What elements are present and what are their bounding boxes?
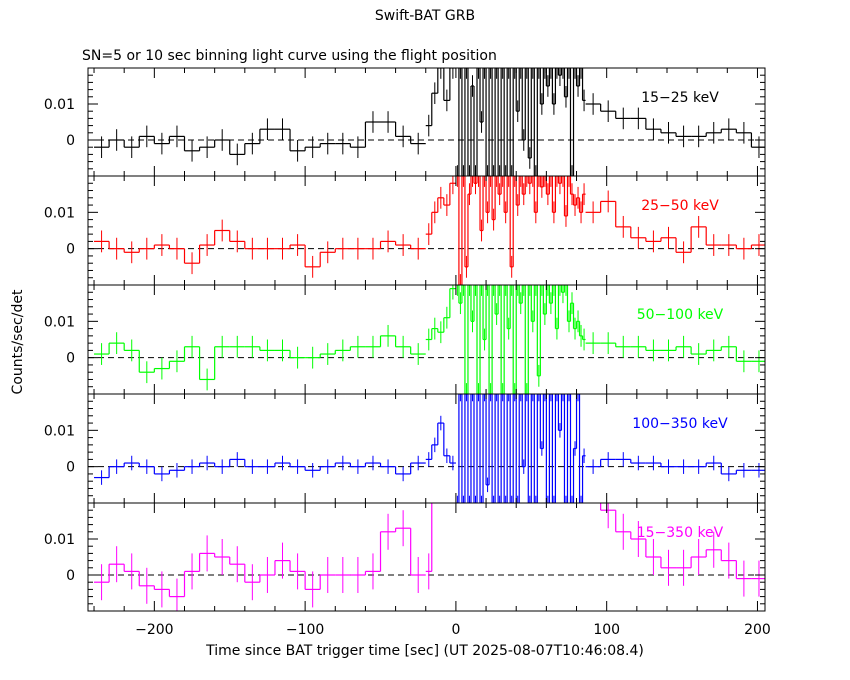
chart-title: Swift-BAT GRB bbox=[375, 8, 475, 24]
y-tick-label: 0.01 bbox=[44, 314, 75, 330]
y-tick-label: 0 bbox=[66, 133, 75, 149]
energy-band-label: 15−350 keV bbox=[637, 525, 724, 541]
y-tick-label: 0.01 bbox=[44, 532, 75, 548]
y-tick-label: 0.01 bbox=[44, 205, 75, 221]
panel-frame bbox=[87, 175, 766, 286]
y-tick-label: 0.01 bbox=[44, 423, 75, 439]
x-tick-label: 0 bbox=[451, 622, 460, 638]
panel-data bbox=[88, 68, 765, 176]
y-tick-label: 0 bbox=[66, 242, 75, 258]
energy-band-label: 15−25 keV bbox=[641, 90, 719, 106]
panel-frame bbox=[87, 393, 766, 504]
panel-data bbox=[88, 285, 765, 394]
panel-data bbox=[88, 176, 765, 285]
y-tick-label: 0 bbox=[66, 351, 75, 367]
x-tick-label: 200 bbox=[744, 622, 771, 638]
panel-data bbox=[88, 394, 765, 503]
chart-subtitle: SN=5 or 10 sec binning light curve using… bbox=[82, 48, 497, 64]
y-axis-label: Counts/sec/det bbox=[10, 289, 26, 394]
panel-2: 0 0.01 50−100 keV bbox=[44, 284, 766, 395]
panel-frame bbox=[87, 502, 766, 612]
panel-0: 0 0.01 15−25 keV bbox=[44, 67, 766, 177]
energy-band-label: 100−350 keV bbox=[632, 416, 728, 432]
panel-data bbox=[88, 503, 765, 611]
x-tick-label: −100 bbox=[286, 622, 324, 638]
x-tick-label: 100 bbox=[593, 622, 620, 638]
panel-3: 0 0.01 100−350 keV bbox=[44, 393, 766, 504]
panel-4: 0 0.01 15−350 keV bbox=[44, 502, 766, 612]
y-tick-label: 0.01 bbox=[44, 97, 75, 113]
y-tick-label: 0 bbox=[66, 568, 75, 584]
panel-frame bbox=[87, 67, 766, 177]
x-axis-label: Time since BAT trigger time [sec] (UT 20… bbox=[205, 643, 644, 659]
x-tick-label: −200 bbox=[135, 622, 173, 638]
panel-1: 0 0.01 25−50 keV bbox=[44, 175, 766, 286]
energy-band-label: 25−50 keV bbox=[641, 198, 719, 214]
y-tick-label: 0 bbox=[66, 460, 75, 476]
energy-band-label: 50−100 keV bbox=[637, 307, 724, 323]
